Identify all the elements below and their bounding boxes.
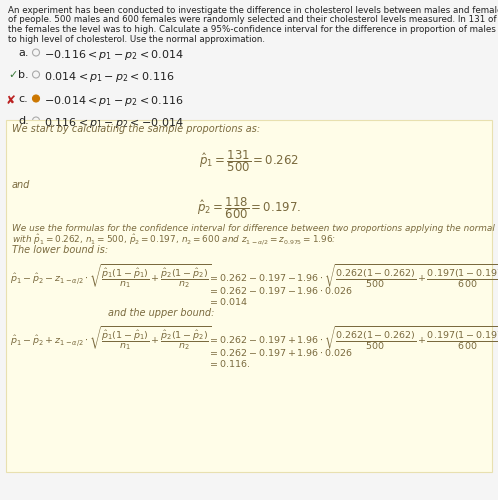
Text: $0.116 < p_1 - p_2 < -0.014$: $0.116 < p_1 - p_2 < -0.014$	[44, 116, 184, 130]
Text: the females the level was to high. Calculate a 95%-confidence interval for the d: the females the level was to high. Calcu…	[8, 25, 498, 34]
Text: a.: a.	[18, 48, 28, 58]
Text: $\hat{p}_1 - \hat{p}_2 + z_{1-\alpha/2} \cdot \sqrt{\dfrac{\hat{p}_1(1-\hat{p}_1: $\hat{p}_1 - \hat{p}_2 + z_{1-\alpha/2} …	[10, 324, 211, 352]
Text: $\hat{p}_1 = \dfrac{131}{500} = 0.262$: $\hat{p}_1 = \dfrac{131}{500} = 0.262$	[199, 148, 299, 174]
Text: ✓: ✓	[8, 70, 17, 80]
Text: $= 0.262 - 0.197 + 1.96 \cdot 0.026$: $= 0.262 - 0.197 + 1.96 \cdot 0.026$	[208, 347, 353, 358]
Text: ✘: ✘	[6, 94, 16, 107]
Text: The lower bound is:: The lower bound is:	[12, 245, 108, 255]
Text: $= 0.014$: $= 0.014$	[208, 296, 249, 307]
Text: $0.014 < p_1 - p_2 < 0.116$: $0.014 < p_1 - p_2 < 0.116$	[44, 70, 174, 84]
Text: $\hat{p}_1 - \hat{p}_2 - z_{1-\alpha/2} \cdot \sqrt{\dfrac{\hat{p}_1(1-\hat{p}_1: $\hat{p}_1 - \hat{p}_2 - z_{1-\alpha/2} …	[10, 262, 211, 290]
Text: and: and	[12, 180, 30, 190]
Text: $= 0.262 - 0.197 + 1.96 \cdot \sqrt{\dfrac{0.262(1-0.262)}{500} + \dfrac{0.197(1: $= 0.262 - 0.197 + 1.96 \cdot \sqrt{\dfr…	[208, 324, 498, 351]
Text: $\hat{p}_2 = \dfrac{118}{600} = 0.197.$: $\hat{p}_2 = \dfrac{118}{600} = 0.197.$	[197, 195, 301, 220]
Text: b.: b.	[18, 70, 28, 80]
Text: c.: c.	[18, 94, 28, 104]
FancyBboxPatch shape	[6, 120, 492, 472]
Text: of people. 500 males and 600 females were randomly selected and their cholestero: of people. 500 males and 600 females wer…	[8, 16, 498, 24]
Text: We start by calculating the sample proportions as:: We start by calculating the sample propo…	[12, 124, 260, 134]
Text: $= 0.262 - 0.197 - 1.96 \cdot 0.026$: $= 0.262 - 0.197 - 1.96 \cdot 0.026$	[208, 285, 353, 296]
Text: $= 0.262 - 0.197 - 1.96 \cdot \sqrt{\dfrac{0.262(1-0.262)}{500} + \dfrac{0.197(1: $= 0.262 - 0.197 - 1.96 \cdot \sqrt{\dfr…	[208, 262, 498, 289]
Text: We use the formulas for the confidence interval for difference between two propo: We use the formulas for the confidence i…	[12, 224, 498, 233]
Circle shape	[32, 95, 39, 102]
Text: $-0.116 < p_1 - p_2 < 0.014$: $-0.116 < p_1 - p_2 < 0.014$	[44, 48, 184, 62]
Text: $= 0.116.$: $= 0.116.$	[208, 358, 251, 369]
Text: to high level of cholesterol. Use the normal approximation.: to high level of cholesterol. Use the no…	[8, 34, 265, 43]
Text: with $\hat{p}_1 = 0.262,\,n_1 = 500,\,\hat{p}_2 = 0.197,\,n_2 = 600$ and $z_{1-\: with $\hat{p}_1 = 0.262,\,n_1 = 500,\,\h…	[12, 233, 336, 248]
Text: An experiment has been conducted to investigate the difference in cholesterol le: An experiment has been conducted to inve…	[8, 6, 498, 15]
Text: $-0.014 < p_1 - p_2 < 0.116$: $-0.014 < p_1 - p_2 < 0.116$	[44, 94, 184, 108]
Text: d.: d.	[18, 116, 29, 126]
Text: and the upper bound:: and the upper bound:	[108, 308, 214, 318]
